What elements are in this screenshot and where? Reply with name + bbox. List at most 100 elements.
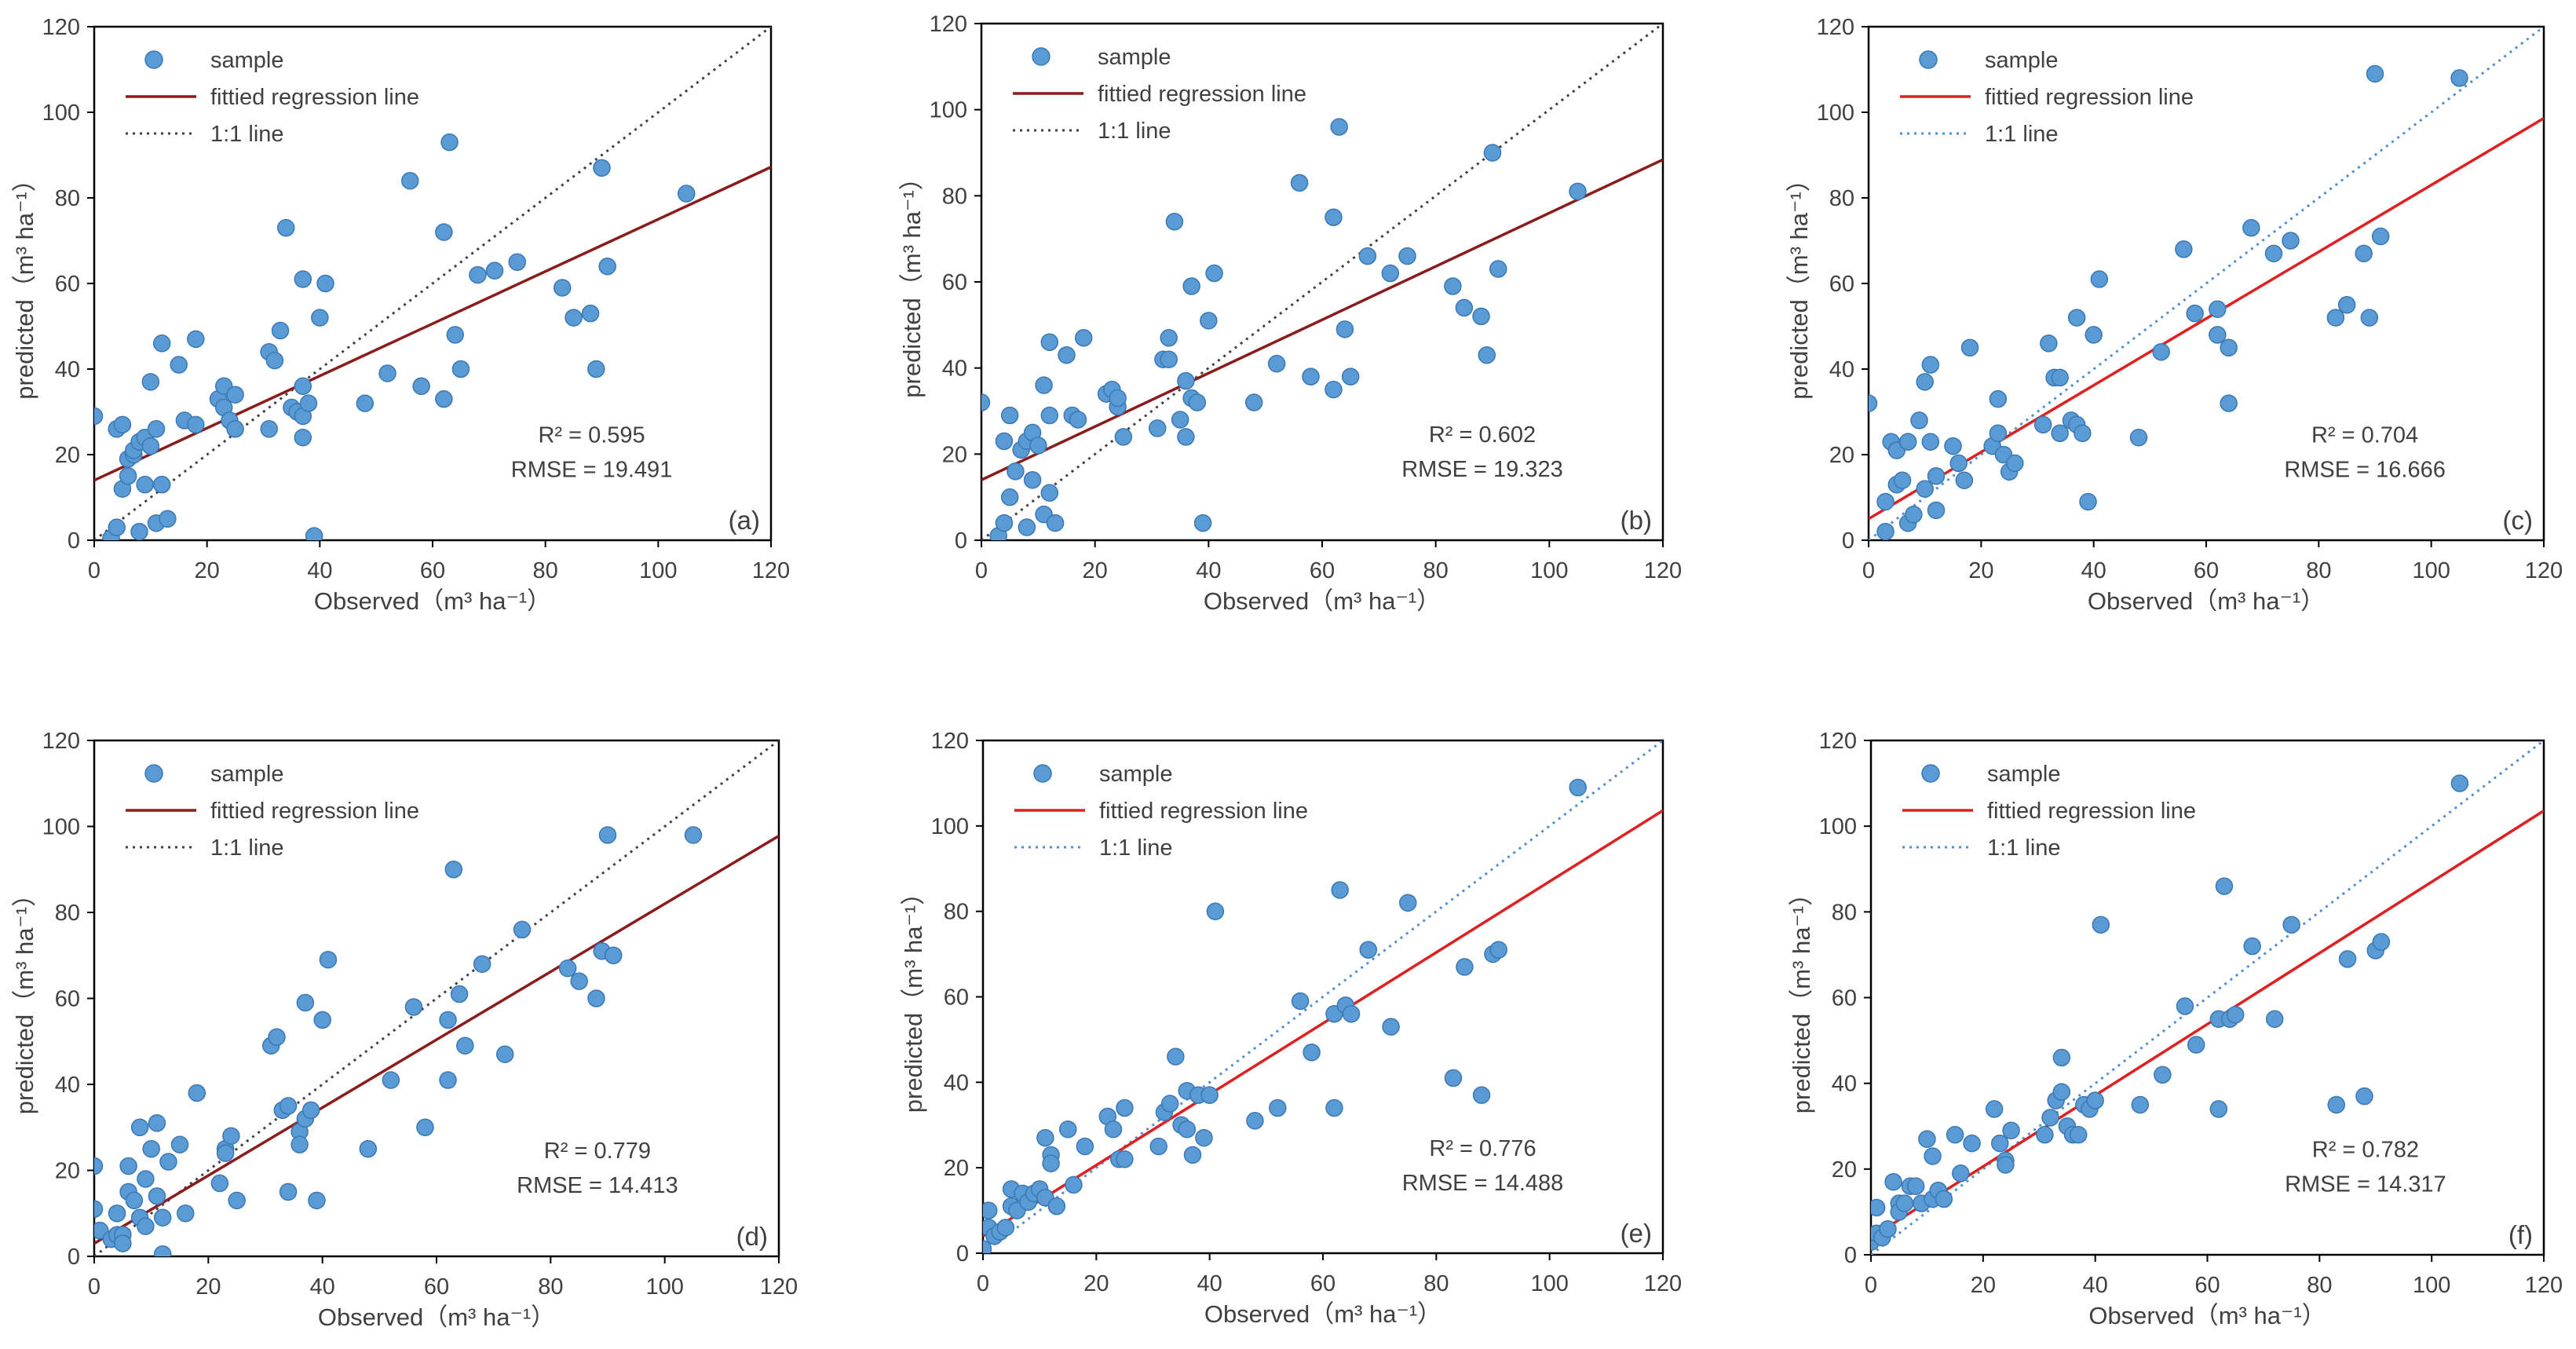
x-axis-title: Observed（m³ ha⁻¹） (1204, 1300, 1441, 1328)
chart-panel-d: 0 20 40 60 80 100 120 0 20 40 60 80 100 120 Observed（m… (11, 729, 798, 1331)
plot-lines (1871, 740, 2544, 1255)
x-tick-label: 60 (1310, 558, 1335, 583)
legend-label: sample (1987, 762, 2061, 787)
x-tick-label: 100 (2413, 1273, 2450, 1298)
data-point (2264, 244, 2283, 263)
data-point (2051, 424, 2069, 442)
data-point (570, 972, 588, 990)
y-tick-label: 120 (1817, 15, 1854, 40)
y-tick-label: 80 (942, 184, 967, 209)
panel-label: (e) (1621, 1219, 1652, 1248)
legend-label: 1:1 line (1987, 835, 2061, 861)
data-point (1290, 174, 1309, 192)
data-point (1359, 941, 1377, 959)
data-point (2220, 394, 2238, 412)
data-point (148, 1187, 166, 1205)
data-point (1325, 1099, 1343, 1117)
regression-line (1871, 810, 2544, 1239)
data-point (356, 394, 375, 412)
data-point (142, 1139, 160, 1158)
data-point (228, 1191, 246, 1210)
legend-label: fittied regression line (1985, 85, 2194, 110)
data-point (1177, 371, 1195, 390)
data-point (446, 326, 464, 344)
data-point (2282, 232, 2300, 250)
data-point (1330, 118, 1348, 136)
data-point (279, 1097, 298, 1115)
data-point (983, 1240, 992, 1253)
y-tick-label: 80 (944, 900, 969, 925)
data-point (1906, 1177, 1925, 1195)
y-tick-label: 100 (42, 815, 80, 840)
data-point (435, 223, 453, 241)
data-point (587, 989, 605, 1007)
y-tick-label: 100 (1817, 101, 1854, 126)
data-point (1104, 1120, 1123, 1139)
data-point (226, 420, 244, 438)
data-point (130, 522, 148, 540)
y-axis-title: predicted（m³ ha⁻¹） (900, 881, 927, 1113)
data-point (1569, 778, 1587, 797)
plot-lines (983, 740, 1663, 1253)
data-point (1358, 247, 1377, 265)
data-point (94, 1200, 104, 1219)
y-axis-title: predicted（m³ ha⁻¹） (11, 167, 38, 399)
y-tick-label: 20 (942, 442, 967, 467)
data-point (1898, 433, 1917, 451)
data-point (2327, 1095, 2346, 1114)
data-point (1876, 522, 1895, 540)
data-point (1921, 356, 1940, 374)
data-point (1989, 424, 2008, 442)
data-point (995, 514, 1014, 532)
data-point (2243, 937, 2261, 956)
data-point (1472, 307, 1490, 326)
data-point (2152, 342, 2170, 361)
y-tick-label: 40 (942, 356, 967, 382)
data-point (1918, 1130, 1936, 1148)
data-point (1029, 437, 1047, 455)
data-point (147, 420, 166, 438)
data-point (1000, 406, 1019, 425)
panel-label: (d) (736, 1222, 768, 1251)
data-point (1303, 1043, 1321, 1062)
y-axis-title: predicted（m³ ha⁻¹） (1785, 167, 1813, 399)
data-point (593, 159, 611, 177)
data-point (1991, 1134, 2009, 1153)
x-tick-label: 60 (424, 1274, 449, 1300)
data-point (1989, 389, 2008, 408)
data-point (1949, 454, 1968, 473)
data-point (1160, 1095, 1179, 1113)
data-point (1444, 1069, 1463, 1088)
data-point (1489, 260, 1507, 278)
r2-annotation: R² = 0.704 (2311, 423, 2418, 448)
data-point (684, 826, 703, 844)
data-point (1165, 212, 1184, 231)
rmse-annotation: RMSE = 14.317 (2285, 1172, 2446, 1197)
data-point (152, 335, 171, 353)
data-point (1910, 411, 1928, 430)
data-point (2129, 428, 2148, 447)
data-point (1246, 1112, 1264, 1130)
legend-label: sample (210, 48, 284, 73)
x-tick-label: 100 (2412, 558, 2450, 583)
legend-label: sample (1099, 762, 1173, 787)
data-point (1944, 437, 1962, 455)
y-tick-label: 100 (42, 101, 80, 126)
data-point (1195, 1128, 1213, 1147)
data-point (137, 1170, 155, 1188)
y-tick-label: 120 (42, 15, 80, 40)
data-point (1302, 367, 1320, 386)
data-point (1960, 338, 1979, 356)
data-point (1058, 345, 1076, 364)
y-tick-label: 120 (931, 729, 969, 754)
y-tick-label: 40 (944, 1070, 969, 1095)
y-tick-label: 80 (1829, 186, 1854, 211)
legend-marker-sample (1033, 764, 1052, 783)
data-point (2033, 415, 2052, 434)
legend-label: 1:1 line (1099, 835, 1173, 861)
data-point (485, 261, 504, 280)
data-point (316, 274, 334, 293)
data-point (1269, 1099, 1287, 1117)
data-point (1916, 373, 1934, 391)
data-point (1244, 393, 1263, 411)
